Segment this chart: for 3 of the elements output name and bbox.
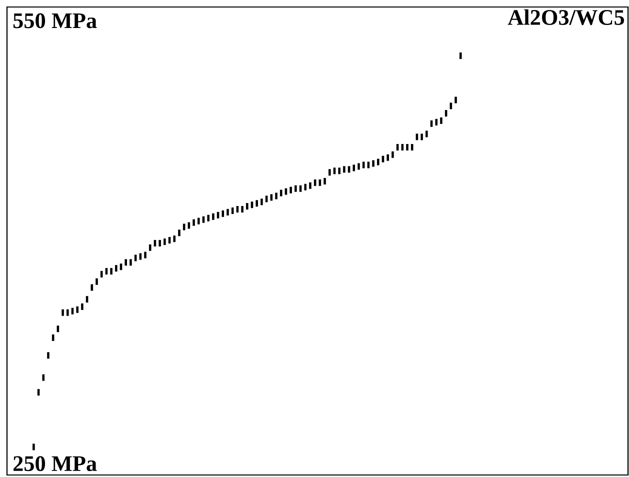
y-tick-label: 250 MPa — [13, 456, 97, 472]
y-tick-label: 550 MPa — [13, 13, 97, 28]
chart-title: Al2O3/WC5 — [508, 9, 624, 26]
